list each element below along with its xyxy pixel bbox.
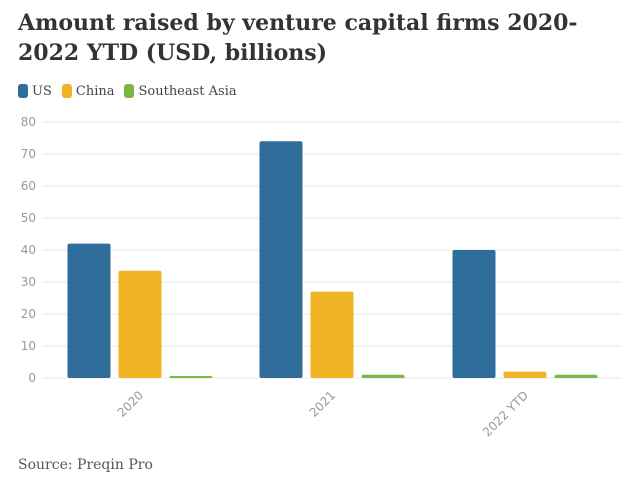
legend-swatch-southeast-asia [124,84,135,98]
y-tick-label-10: 10 [21,339,36,353]
x-tick-label-2020: 2020 [115,388,146,419]
source-note: Source: Preqin Pro [18,457,153,473]
legend-item-southeast-asia[interactable]: Southeast Asia [124,83,237,99]
bar-china-2020 [118,270,162,378]
bar-us-2020 [67,243,111,378]
y-tick-label-30: 30 [21,275,36,289]
y-tick-label-20: 20 [21,307,36,321]
legend-label-us: US [32,83,52,99]
bar-southeast-asia-2021 [361,374,405,378]
y-tick-label-60: 60 [21,179,36,193]
legend-label-china: China [75,83,115,99]
bar-southeast-asia-2022-ytd [554,374,598,378]
bar-southeast-asia-2020 [169,376,213,378]
y-tick-label-40: 40 [21,243,36,257]
x-tick-label-2021: 2021 [307,388,338,419]
y-tick-label-50: 50 [21,211,36,225]
chart-title: Amount raised by venture capital firms 2… [18,10,578,66]
legend-swatch-china [61,84,72,98]
x-tick-label-2022-ytd: 2022 YTD [480,388,531,439]
bar-china-2022-ytd [503,371,547,378]
y-tick-label-80: 80 [21,115,36,129]
legend-item-china[interactable]: China [61,83,115,99]
legend-label-southeast-asia: Southeast Asia [138,83,237,99]
legend-item-us[interactable]: US [18,84,52,99]
y-tick-label-0: 0 [28,371,36,385]
y-tick-label-70: 70 [21,147,36,161]
bar-china-2021 [310,291,354,378]
bar-us-2022-ytd [452,250,496,378]
legend-swatch-us [18,84,28,98]
legend: US China Southeast Asia [18,82,247,100]
bar-us-2021 [259,141,303,378]
